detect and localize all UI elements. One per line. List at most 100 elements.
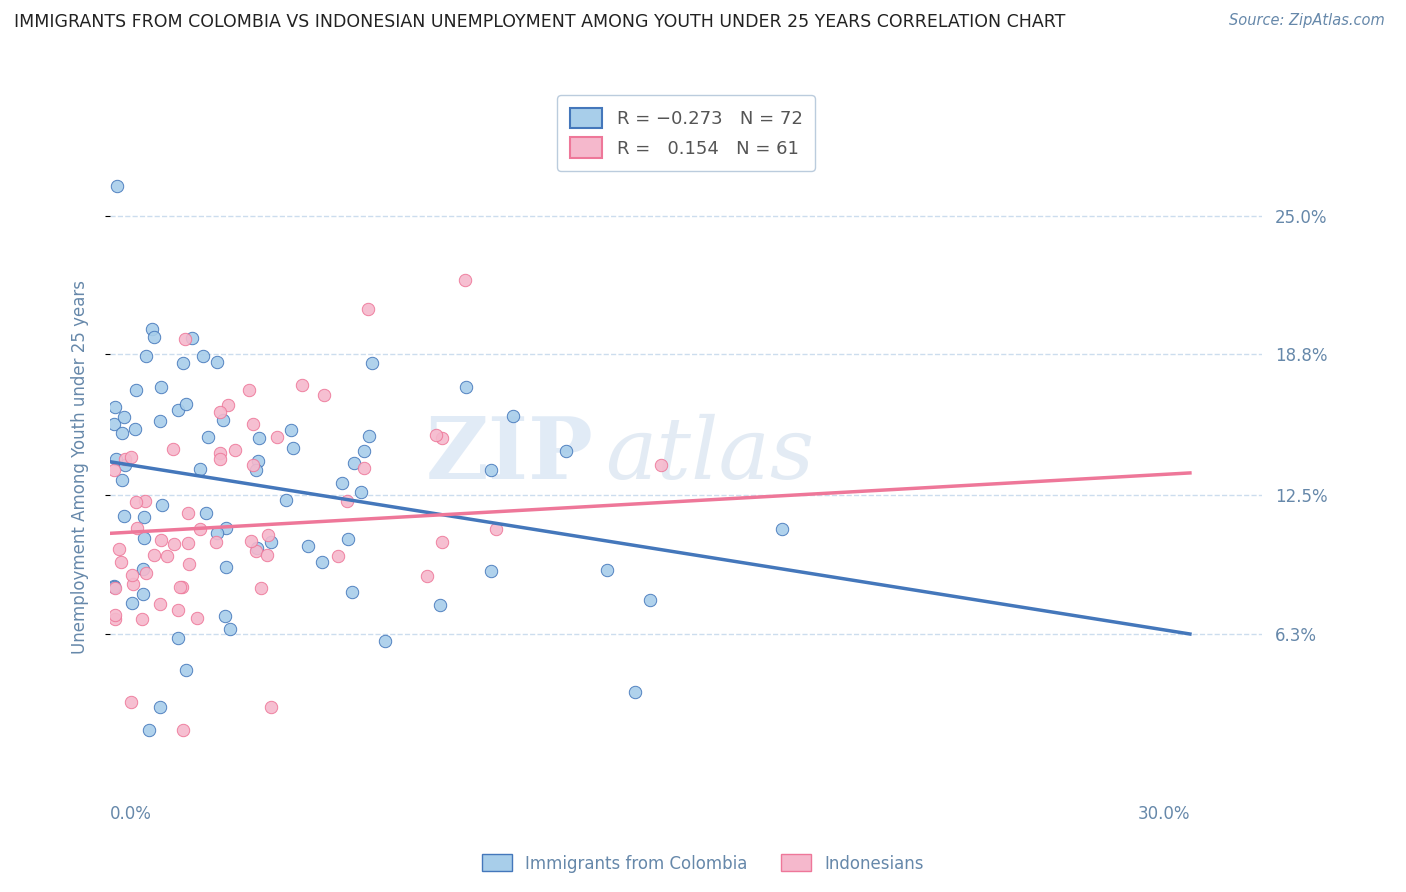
Point xyxy=(454,380,477,394)
Point xyxy=(114,409,136,424)
Text: Source: ZipAtlas.com: Source: ZipAtlas.com xyxy=(1229,13,1385,29)
Point xyxy=(291,378,314,392)
Point xyxy=(132,562,155,576)
Point xyxy=(177,506,200,520)
Point xyxy=(120,450,142,464)
Point xyxy=(135,350,157,364)
Point xyxy=(105,178,128,193)
Point xyxy=(104,581,127,595)
Point xyxy=(336,494,359,508)
Point xyxy=(188,522,211,536)
Point xyxy=(121,567,143,582)
Point xyxy=(340,585,363,599)
Point xyxy=(205,526,228,541)
Point xyxy=(107,541,129,556)
Point xyxy=(162,442,184,457)
Point xyxy=(150,499,173,513)
Point xyxy=(281,442,304,456)
Point xyxy=(256,548,278,562)
Point xyxy=(169,580,191,594)
Point xyxy=(430,535,453,549)
Y-axis label: Unemployment Among Youth under 25 years: Unemployment Among Youth under 25 years xyxy=(72,280,89,655)
Point xyxy=(209,445,232,459)
Text: ZIP: ZIP xyxy=(426,413,593,497)
Point xyxy=(114,458,136,473)
Point xyxy=(242,417,264,432)
Point xyxy=(247,431,270,445)
Point xyxy=(246,454,269,468)
Point xyxy=(224,442,246,457)
Point xyxy=(479,564,502,578)
Point xyxy=(111,425,134,440)
Point xyxy=(266,430,288,444)
Point xyxy=(112,509,135,524)
Point xyxy=(121,576,143,591)
Point xyxy=(479,463,502,477)
Point xyxy=(132,587,155,601)
Point xyxy=(105,451,128,466)
Point xyxy=(260,535,283,549)
Point xyxy=(135,566,157,580)
Point xyxy=(197,430,219,444)
Point xyxy=(502,409,524,423)
Point xyxy=(245,544,267,558)
Point xyxy=(211,413,233,427)
Point xyxy=(425,427,447,442)
Point xyxy=(141,322,163,336)
Point xyxy=(103,463,125,477)
Point xyxy=(121,596,143,610)
Point xyxy=(555,444,578,458)
Point xyxy=(134,531,156,545)
Text: atlas: atlas xyxy=(606,414,814,496)
Point xyxy=(114,452,136,467)
Point xyxy=(110,555,132,569)
Text: 0.0%: 0.0% xyxy=(110,805,152,823)
Point xyxy=(195,506,218,520)
Point xyxy=(432,431,454,445)
Legend: R = −0.273   N = 72, R =   0.154   N = 61: R = −0.273 N = 72, R = 0.154 N = 61 xyxy=(557,95,815,171)
Point xyxy=(190,462,212,476)
Point xyxy=(350,484,373,499)
Point xyxy=(209,451,232,466)
Point xyxy=(416,568,439,582)
Point xyxy=(360,356,382,370)
Point xyxy=(172,580,194,594)
Point xyxy=(215,560,238,574)
Point xyxy=(149,380,172,394)
Point xyxy=(314,387,336,401)
Point xyxy=(246,541,269,555)
Point xyxy=(205,535,228,549)
Point xyxy=(172,723,194,738)
Point xyxy=(260,699,283,714)
Point xyxy=(359,429,381,443)
Point xyxy=(217,398,239,412)
Point xyxy=(177,536,200,550)
Point xyxy=(150,533,173,547)
Point xyxy=(172,356,194,370)
Point xyxy=(297,540,319,554)
Point xyxy=(353,460,375,475)
Point xyxy=(124,422,146,436)
Point xyxy=(104,612,127,626)
Text: 30.0%: 30.0% xyxy=(1137,805,1189,823)
Point xyxy=(167,632,190,646)
Point xyxy=(311,555,333,569)
Point xyxy=(111,474,134,488)
Point xyxy=(103,417,125,432)
Point xyxy=(343,457,366,471)
Point xyxy=(163,537,186,551)
Point xyxy=(242,458,264,473)
Point xyxy=(177,557,200,571)
Text: IMMIGRANTS FROM COLOMBIA VS INDONESIAN UNEMPLOYMENT AMONG YOUTH UNDER 25 YEARS C: IMMIGRANTS FROM COLOMBIA VS INDONESIAN U… xyxy=(14,13,1066,31)
Point xyxy=(238,384,260,398)
Point xyxy=(138,723,160,738)
Point xyxy=(134,510,156,524)
Point xyxy=(125,383,148,397)
Point xyxy=(180,331,202,345)
Legend: Immigrants from Colombia, Indonesians: Immigrants from Colombia, Indonesians xyxy=(475,847,931,880)
Point xyxy=(142,548,165,562)
Point xyxy=(205,354,228,368)
Point xyxy=(103,580,125,594)
Point xyxy=(143,329,166,343)
Point xyxy=(219,622,242,636)
